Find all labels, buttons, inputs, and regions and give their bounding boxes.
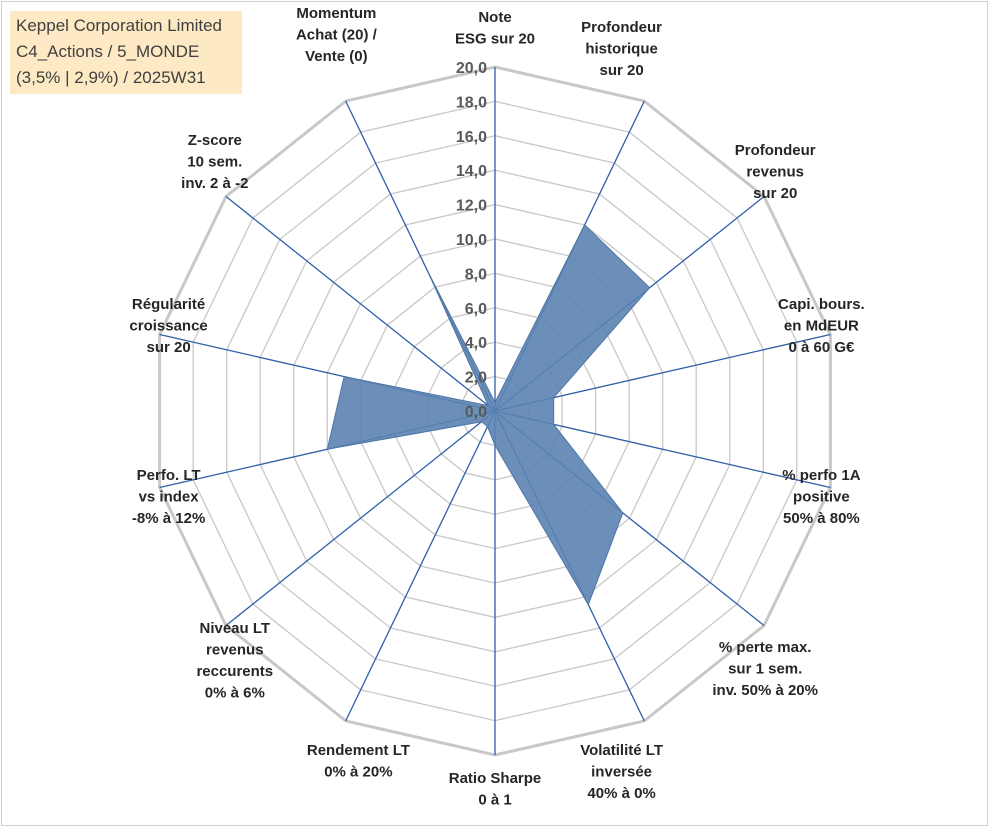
axis-label-12-line-1: 10 sem. xyxy=(187,154,242,171)
axis-label-7-line-1: 0 à 1 xyxy=(478,792,511,809)
tick-label-9: 18,0 xyxy=(456,94,487,111)
axis-label-2: Profondeur revenus sur 20 xyxy=(735,142,816,202)
axis-label-2-line-2: sur 20 xyxy=(753,185,797,202)
tick-label-10: 20,0 xyxy=(456,60,487,77)
title-company: Keppel Corporation Limited xyxy=(16,16,223,35)
axis-label-7-line-0: Ratio Sharpe xyxy=(449,770,542,787)
axis-label-7: Ratio Sharpe 0 à 1 xyxy=(449,770,542,809)
axis-label-2-line-1: revenus xyxy=(746,164,804,181)
tick-label-3: 6,0 xyxy=(465,301,487,318)
axis-label-11: Régularité croissance sur 20 xyxy=(129,296,207,356)
axis-spoke-12 xyxy=(225,195,496,412)
axis-label-10-line-2: -8% à 12% xyxy=(132,510,205,527)
axis-label-10-line-0: Perfo. LT xyxy=(137,467,201,484)
axis-label-13-line-0: Momentum xyxy=(296,5,376,22)
axis-label-12: Z-score 10 sem. inv. 2 à -2 xyxy=(181,132,248,192)
axis-label-13: Momentum Achat (20) / Vente (0) xyxy=(296,5,378,65)
axis-spoke-8 xyxy=(345,410,496,722)
axis-label-8: Rendement LT 0% à 20% xyxy=(307,742,410,781)
axis-label-5-line-0: % perte max. xyxy=(719,639,812,656)
axis-label-8-line-1: 0% à 20% xyxy=(324,764,392,781)
axis-label-6-line-2: 40% à 0% xyxy=(587,785,655,802)
axis-label-1-line-1: historique xyxy=(585,41,658,58)
axis-spoke-9 xyxy=(225,410,496,627)
axis-label-11-line-0: Régularité xyxy=(132,296,205,313)
axis-label-8-line-0: Rendement LT xyxy=(307,742,410,759)
axis-label-2-line-0: Profondeur xyxy=(735,142,816,159)
axis-label-13-line-1: Achat (20) / xyxy=(296,27,378,44)
axis-label-0-line-0: Note xyxy=(478,9,511,26)
axis-label-4-line-0: % perfo 1A xyxy=(782,467,861,484)
tick-label-6: 12,0 xyxy=(456,198,487,215)
title-category: C4_Actions / 5_MONDE xyxy=(16,42,200,61)
axis-label-5-line-1: sur 1 sem. xyxy=(728,660,802,677)
axis-label-6-line-1: inversée xyxy=(591,764,652,781)
axis-label-1-line-2: sur 20 xyxy=(599,62,643,79)
tick-label-0: 0,0 xyxy=(465,404,487,421)
axis-label-9-line-1: revenus xyxy=(206,642,264,659)
axis-label-1: Profondeur historique sur 20 xyxy=(581,19,662,79)
tick-label-4: 8,0 xyxy=(465,266,487,283)
tick-label-7: 14,0 xyxy=(456,163,487,180)
tick-label-8: 16,0 xyxy=(456,129,487,146)
axis-label-9-line-3: 0% à 6% xyxy=(205,685,265,702)
axis-label-6-line-0: Volatilité LT xyxy=(580,742,663,759)
axis-label-3: Capi. bours. en MdEUR 0 à 60 G€ xyxy=(778,296,865,356)
axis-label-3-line-0: Capi. bours. xyxy=(778,296,865,313)
axis-label-10-line-1: vs index xyxy=(139,488,200,505)
axis-label-0-line-1: ESG sur 20 xyxy=(455,31,535,48)
axis-label-13-line-2: Vente (0) xyxy=(305,48,368,65)
axis-label-9: Niveau LT revenus reccurents 0% à 6% xyxy=(196,620,273,702)
axis-label-9-line-0: Niveau LT xyxy=(200,620,271,637)
tick-label-5: 10,0 xyxy=(456,232,487,249)
axis-label-11-line-1: croissance xyxy=(129,318,207,335)
axis-label-5-line-2: inv. 50% à 20% xyxy=(712,682,818,699)
axis-label-6: Volatilité LT inversée 40% à 0% xyxy=(580,742,663,802)
axis-label-1-line-0: Profondeur xyxy=(581,19,662,36)
axis-label-4-line-2: 50% à 80% xyxy=(783,510,860,527)
tick-label-2: 4,0 xyxy=(465,335,487,352)
title-period: (3,5% | 2,9%) / 2025W31 xyxy=(16,68,206,87)
axis-label-12-line-2: inv. 2 à -2 xyxy=(181,175,248,192)
axis-label-9-line-2: reccurents xyxy=(196,663,273,680)
axis-label-4: % perfo 1A positive 50% à 80% xyxy=(782,467,861,527)
tick-label-1: 2,0 xyxy=(465,370,487,387)
axis-label-0: Note ESG sur 20 xyxy=(455,9,535,48)
axis-label-10: Perfo. LT vs index -8% à 12% xyxy=(132,467,205,527)
axis-label-12-line-0: Z-score xyxy=(188,132,242,149)
axis-label-3-line-2: 0 à 60 G€ xyxy=(788,339,855,356)
axis-label-5: % perte max. sur 1 sem. inv. 50% à 20% xyxy=(712,639,818,699)
axis-label-11-line-2: sur 20 xyxy=(146,339,190,356)
chart-title-box: Keppel Corporation Limited C4_Actions / … xyxy=(10,11,242,94)
axis-label-4-line-1: positive xyxy=(793,488,850,505)
axis-label-3-line-1: en MdEUR xyxy=(784,318,859,335)
